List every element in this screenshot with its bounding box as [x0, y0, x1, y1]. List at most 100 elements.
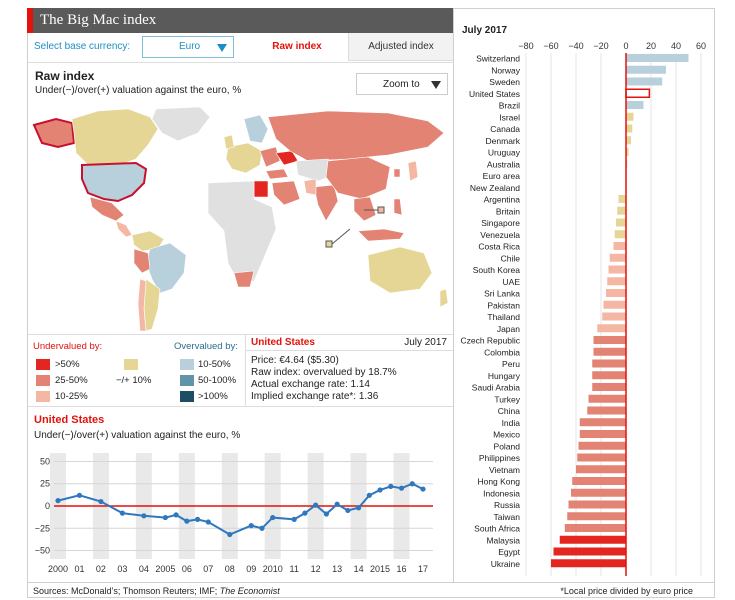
bar	[572, 477, 626, 485]
map-title: Raw index	[35, 69, 95, 83]
legend-label-under-10: 10-25%	[55, 391, 88, 402]
zoom-marker-hongkong[interactable]	[377, 206, 385, 214]
russia[interactable]	[267, 110, 445, 162]
australia[interactable]	[367, 246, 433, 294]
bar-label: Poland	[494, 441, 521, 451]
line-chart-subtitle: Under(−)/over(+) valuation against the e…	[34, 430, 241, 441]
southeast-asia[interactable]	[353, 196, 377, 222]
chile[interactable]	[137, 278, 147, 332]
indonesia[interactable]	[357, 228, 405, 242]
y-tick-label: 25	[40, 479, 50, 489]
legend-label-over-10: 10-50%	[198, 359, 231, 370]
india[interactable]	[313, 184, 339, 222]
x-tick-label: 2005	[155, 564, 175, 574]
control-bar: Select base currency: Euro Raw index Adj…	[28, 33, 453, 61]
pakistan[interactable]	[303, 178, 317, 196]
bar	[626, 77, 663, 86]
united-states[interactable]	[81, 161, 148, 203]
data-point	[302, 510, 308, 516]
bar-label: Saudi Arabia	[472, 383, 520, 393]
footer: Sources: McDonald’s; Thomson Reuters; IM…	[27, 582, 715, 598]
info-actual-rate: Actual exchange rate: 1.14	[251, 379, 370, 390]
bar-label: Philippines	[479, 453, 520, 463]
alaska[interactable]	[32, 117, 76, 149]
bar-label: Canada	[490, 124, 520, 134]
x-tick-label: 2010	[263, 564, 283, 574]
bar-label: Vietnam	[489, 465, 520, 475]
bar	[626, 112, 634, 121]
bar	[626, 101, 644, 109]
x-tick-label: 07	[203, 564, 213, 574]
scandinavia[interactable]	[243, 114, 269, 144]
data-point	[162, 514, 168, 521]
line-chart[interactable]: 50 25 0 −25 −50 2000 01 02 03 04 2005 06 07 08 09 2010 1…	[28, 407, 453, 582]
canada[interactable]	[71, 108, 159, 166]
chevron-down-icon	[217, 44, 227, 52]
data-point	[345, 507, 351, 514]
data-point	[119, 510, 126, 516]
map-panel: Raw index Under(−)/over(+) valuation aga…	[28, 62, 453, 334]
turkey[interactable]	[265, 168, 289, 180]
peru[interactable]	[133, 248, 151, 274]
saudi-arabia[interactable]	[271, 180, 301, 206]
page-title: The Big Mac index	[40, 12, 157, 28]
bar	[613, 242, 626, 250]
china[interactable]	[325, 156, 391, 200]
data-point	[173, 512, 179, 518]
bar	[626, 148, 629, 156]
bar	[588, 394, 626, 403]
tab-adjusted-index[interactable]: Adjusted index	[348, 33, 453, 61]
zoom-marker-singapore[interactable]	[325, 240, 333, 248]
bar	[587, 406, 626, 415]
eastern-europe[interactable]	[259, 146, 281, 168]
central-america[interactable]	[115, 220, 133, 238]
bar	[553, 547, 626, 556]
data-point	[291, 516, 297, 522]
info-price: Price: €4.64 ($5.30)	[251, 355, 339, 366]
bar	[559, 535, 626, 544]
bar-label: China	[498, 406, 520, 416]
bar-label: Britain	[496, 206, 520, 216]
data-point	[377, 487, 383, 493]
map-legend: Undervalued by: Overvalued by: >50% 25-5…	[28, 334, 246, 406]
japan[interactable]	[407, 160, 419, 182]
x-tick-label: 06	[182, 564, 192, 574]
britain[interactable]	[223, 134, 235, 150]
data-point	[398, 485, 405, 491]
africa	[207, 180, 277, 286]
legend-swatch-over-50	[180, 375, 194, 386]
world-map[interactable]	[28, 103, 453, 335]
bar	[608, 265, 626, 274]
bar-label: Israel	[499, 112, 520, 122]
egypt[interactable]	[253, 180, 269, 198]
bar-chart-panel: July 2017 −80 −60 −40 −20 0 20 40 60 Switzerland N…	[453, 8, 715, 583]
x-tick-label: 02	[96, 564, 106, 574]
legend-swatch-under-50	[36, 359, 50, 370]
x-tick-label: 09	[246, 564, 256, 574]
base-currency-select[interactable]: Euro	[142, 36, 234, 58]
south-korea[interactable]	[393, 168, 401, 178]
bar	[625, 88, 651, 98]
line-chart-panel: United States Under(−)/over(+) valuation…	[28, 406, 453, 581]
data-point	[270, 514, 276, 521]
bar-label: Turkey	[494, 394, 520, 404]
info-date: July 2017	[404, 337, 447, 348]
bar	[592, 359, 626, 368]
data-point	[323, 511, 329, 517]
bar-chart[interactable]: July 2017−80 −60 −40 −20 0 20 40 60SwitzerlandN…	[454, 8, 716, 583]
bar-label: Japan	[497, 324, 520, 334]
tab-raw-index[interactable]: Raw index	[246, 33, 348, 61]
zoom-select[interactable]: Zoom to	[356, 73, 448, 95]
bar-label: Russia	[494, 500, 520, 510]
data-point	[388, 483, 394, 489]
x-tick-label: 12	[311, 564, 321, 574]
western-europe[interactable]	[225, 142, 263, 174]
legend-label-under-25: 25-50%	[55, 375, 88, 386]
bar-label: Venezuela	[480, 230, 520, 240]
philippines[interactable]	[393, 198, 403, 216]
footer-sources: Sources: McDonald’s; Thomson Reuters; IM…	[33, 586, 280, 596]
y-tick-label: −25	[35, 523, 50, 533]
title-accent	[27, 8, 33, 33]
new-zealand[interactable]	[439, 288, 449, 308]
south-africa[interactable]	[233, 270, 255, 288]
